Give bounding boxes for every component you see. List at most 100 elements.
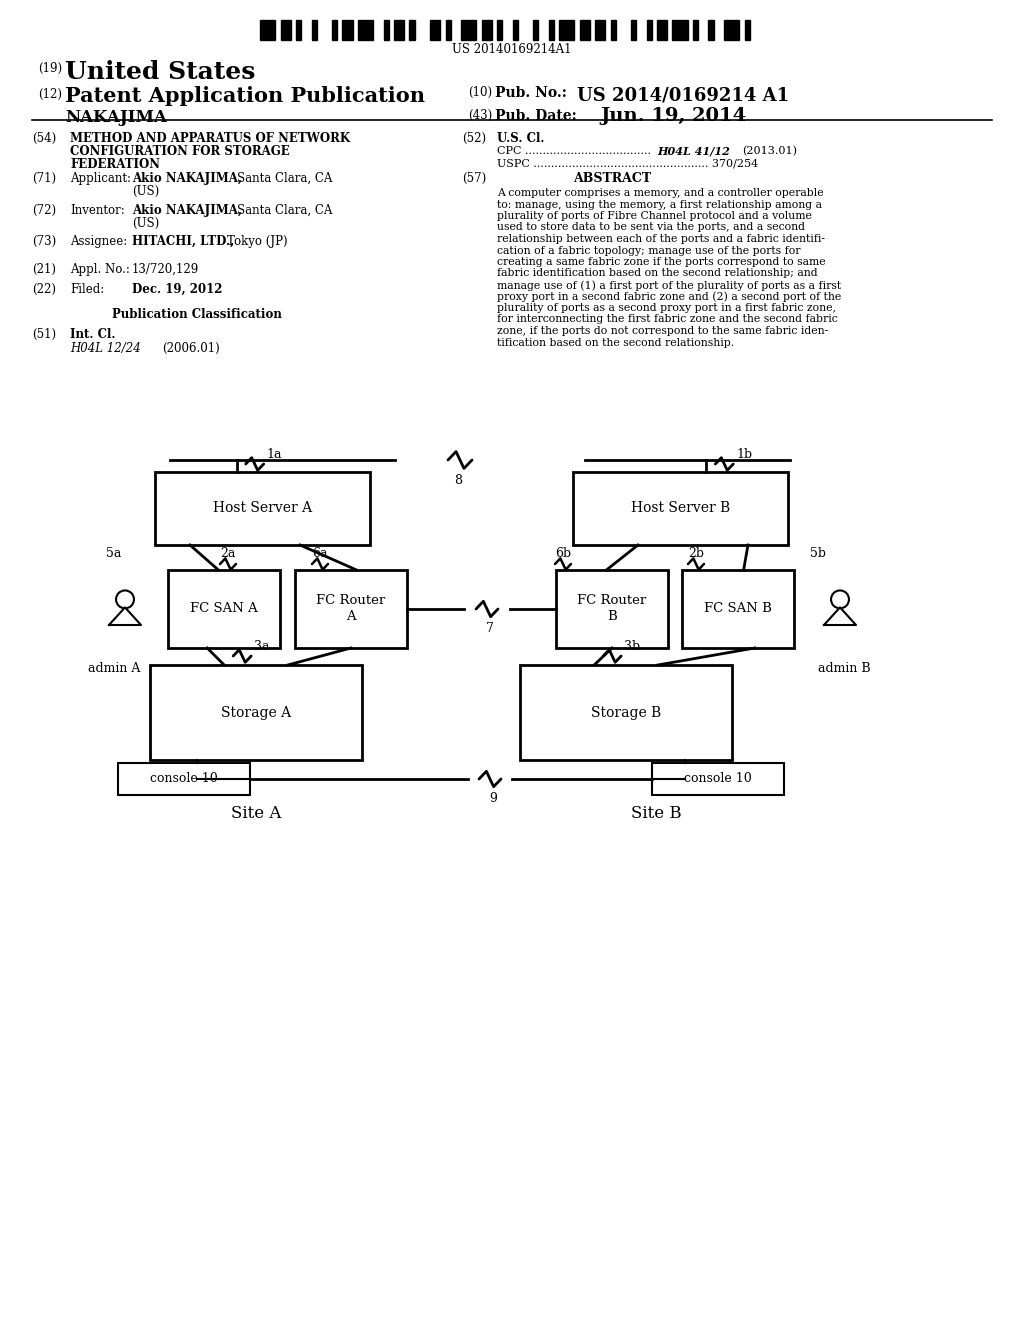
Text: Santa Clara, CA: Santa Clara, CA <box>237 172 333 185</box>
Text: CPC ....................................: CPC .................................... <box>497 147 651 156</box>
Text: (US): (US) <box>132 216 160 230</box>
Bar <box>682 570 794 648</box>
Text: Tokyo (JP): Tokyo (JP) <box>227 235 288 248</box>
Bar <box>311 20 316 40</box>
Text: (12): (12) <box>38 88 62 102</box>
Bar <box>520 665 732 760</box>
Bar <box>534 20 539 40</box>
Text: Applicant:: Applicant: <box>70 172 131 185</box>
Text: 9: 9 <box>489 792 497 805</box>
Bar <box>497 20 502 40</box>
Text: (10): (10) <box>468 86 493 99</box>
Text: U.S. Cl.: U.S. Cl. <box>497 132 545 145</box>
Text: 6b: 6b <box>555 546 571 560</box>
Bar <box>394 20 404 40</box>
Bar <box>358 20 374 40</box>
Text: 3b: 3b <box>625 639 640 652</box>
Bar <box>118 763 250 795</box>
Text: 1b: 1b <box>736 447 753 461</box>
Text: (54): (54) <box>32 132 56 145</box>
Text: Int. Cl.: Int. Cl. <box>70 327 116 341</box>
Bar <box>281 20 291 40</box>
Text: Jun. 19, 2014: Jun. 19, 2014 <box>600 107 746 125</box>
Text: (43): (43) <box>468 110 493 121</box>
Text: 5b: 5b <box>810 546 826 560</box>
Bar <box>410 20 415 40</box>
Text: plurality of ports of Fibre Channel protocol and a volume: plurality of ports of Fibre Channel prot… <box>497 211 812 220</box>
Text: Pub. Date:: Pub. Date: <box>495 110 577 123</box>
Text: Akio NAKAJIMA,: Akio NAKAJIMA, <box>132 205 242 216</box>
Bar <box>549 20 554 40</box>
Text: METHOD AND APPARATUS OF NETWORK: METHOD AND APPARATUS OF NETWORK <box>70 132 350 145</box>
Text: (US): (US) <box>132 185 160 198</box>
Bar <box>295 570 407 648</box>
Text: US 20140169214A1: US 20140169214A1 <box>453 44 571 55</box>
Text: Patent Application Publication: Patent Application Publication <box>65 86 425 106</box>
Text: (21): (21) <box>32 263 56 276</box>
Text: 8: 8 <box>454 474 462 487</box>
Bar <box>430 20 440 40</box>
Bar <box>332 20 337 40</box>
Text: fabric identification based on the second relationship; and: fabric identification based on the secon… <box>497 268 817 279</box>
Text: FC SAN B: FC SAN B <box>705 602 772 615</box>
Text: 2b: 2b <box>688 546 705 560</box>
Text: FEDERATION: FEDERATION <box>70 158 160 172</box>
Bar <box>342 20 353 40</box>
Text: (2006.01): (2006.01) <box>162 342 220 355</box>
Text: (73): (73) <box>32 235 56 248</box>
Text: Filed:: Filed: <box>70 282 104 296</box>
Text: Site A: Site A <box>230 805 282 822</box>
Text: zone, if the ports do not correspond to the same fabric iden-: zone, if the ports do not correspond to … <box>497 326 828 337</box>
Text: (52): (52) <box>462 132 486 145</box>
Text: Akio NAKAJIMA,: Akio NAKAJIMA, <box>132 172 242 185</box>
Text: NAKAJIMA: NAKAJIMA <box>65 110 167 125</box>
Text: Santa Clara, CA: Santa Clara, CA <box>237 205 333 216</box>
Text: HITACHI, LTD.,: HITACHI, LTD., <box>132 235 234 248</box>
Text: USPC .................................................. 370/254: USPC ...................................… <box>497 158 758 169</box>
Bar <box>652 763 784 795</box>
Bar <box>556 570 668 648</box>
Text: Site B: Site B <box>631 805 681 822</box>
Text: Host Server B: Host Server B <box>631 502 730 516</box>
Text: Assignee:: Assignee: <box>70 235 127 248</box>
Bar <box>646 20 651 40</box>
Polygon shape <box>109 607 141 624</box>
Bar <box>384 20 389 40</box>
Text: FC Router
A: FC Router A <box>316 594 386 623</box>
Bar <box>168 570 280 648</box>
Text: (57): (57) <box>462 172 486 185</box>
Bar <box>724 20 739 40</box>
Text: creating a same fabric zone if the ports correspond to same: creating a same fabric zone if the ports… <box>497 257 825 267</box>
Bar <box>693 20 698 40</box>
Text: (2013.01): (2013.01) <box>742 147 797 156</box>
Bar <box>631 20 636 40</box>
Text: console 10: console 10 <box>684 772 752 785</box>
Text: (22): (22) <box>32 282 56 296</box>
Text: US 2014/0169214 A1: US 2014/0169214 A1 <box>577 86 790 104</box>
Text: cation of a fabric topology; manage use of the ports for: cation of a fabric topology; manage use … <box>497 246 801 256</box>
Text: ABSTRACT: ABSTRACT <box>573 172 651 185</box>
Text: for interconnecting the first fabric zone and the second fabric: for interconnecting the first fabric zon… <box>497 314 838 325</box>
Text: 7: 7 <box>486 622 494 635</box>
Text: A computer comprises a memory, and a controller operable: A computer comprises a memory, and a con… <box>497 187 823 198</box>
Text: plurality of ports as a second proxy port in a first fabric zone,: plurality of ports as a second proxy por… <box>497 304 836 313</box>
Text: Appl. No.:: Appl. No.: <box>70 263 130 276</box>
Text: Host Server A: Host Server A <box>213 502 312 516</box>
Text: to: manage, using the memory, a first relationship among a: to: manage, using the memory, a first re… <box>497 199 822 210</box>
Bar <box>150 665 362 760</box>
Text: Storage B: Storage B <box>591 705 662 719</box>
Text: used to store data to be sent via the ports, and a second: used to store data to be sent via the po… <box>497 223 805 232</box>
Bar <box>559 20 574 40</box>
Text: FC Router
B: FC Router B <box>578 594 646 623</box>
Text: Publication Classification: Publication Classification <box>112 308 282 321</box>
Bar <box>296 20 301 40</box>
Bar <box>657 20 668 40</box>
Bar <box>673 20 688 40</box>
Text: (51): (51) <box>32 327 56 341</box>
Text: Inventor:: Inventor: <box>70 205 125 216</box>
Text: admin B: admin B <box>818 663 870 675</box>
Text: CONFIGURATION FOR STORAGE: CONFIGURATION FOR STORAGE <box>70 145 290 158</box>
Text: Dec. 19, 2012: Dec. 19, 2012 <box>132 282 222 296</box>
Text: H04L 12/24: H04L 12/24 <box>70 342 140 355</box>
Text: relationship between each of the ports and a fabric identifi-: relationship between each of the ports a… <box>497 234 825 244</box>
